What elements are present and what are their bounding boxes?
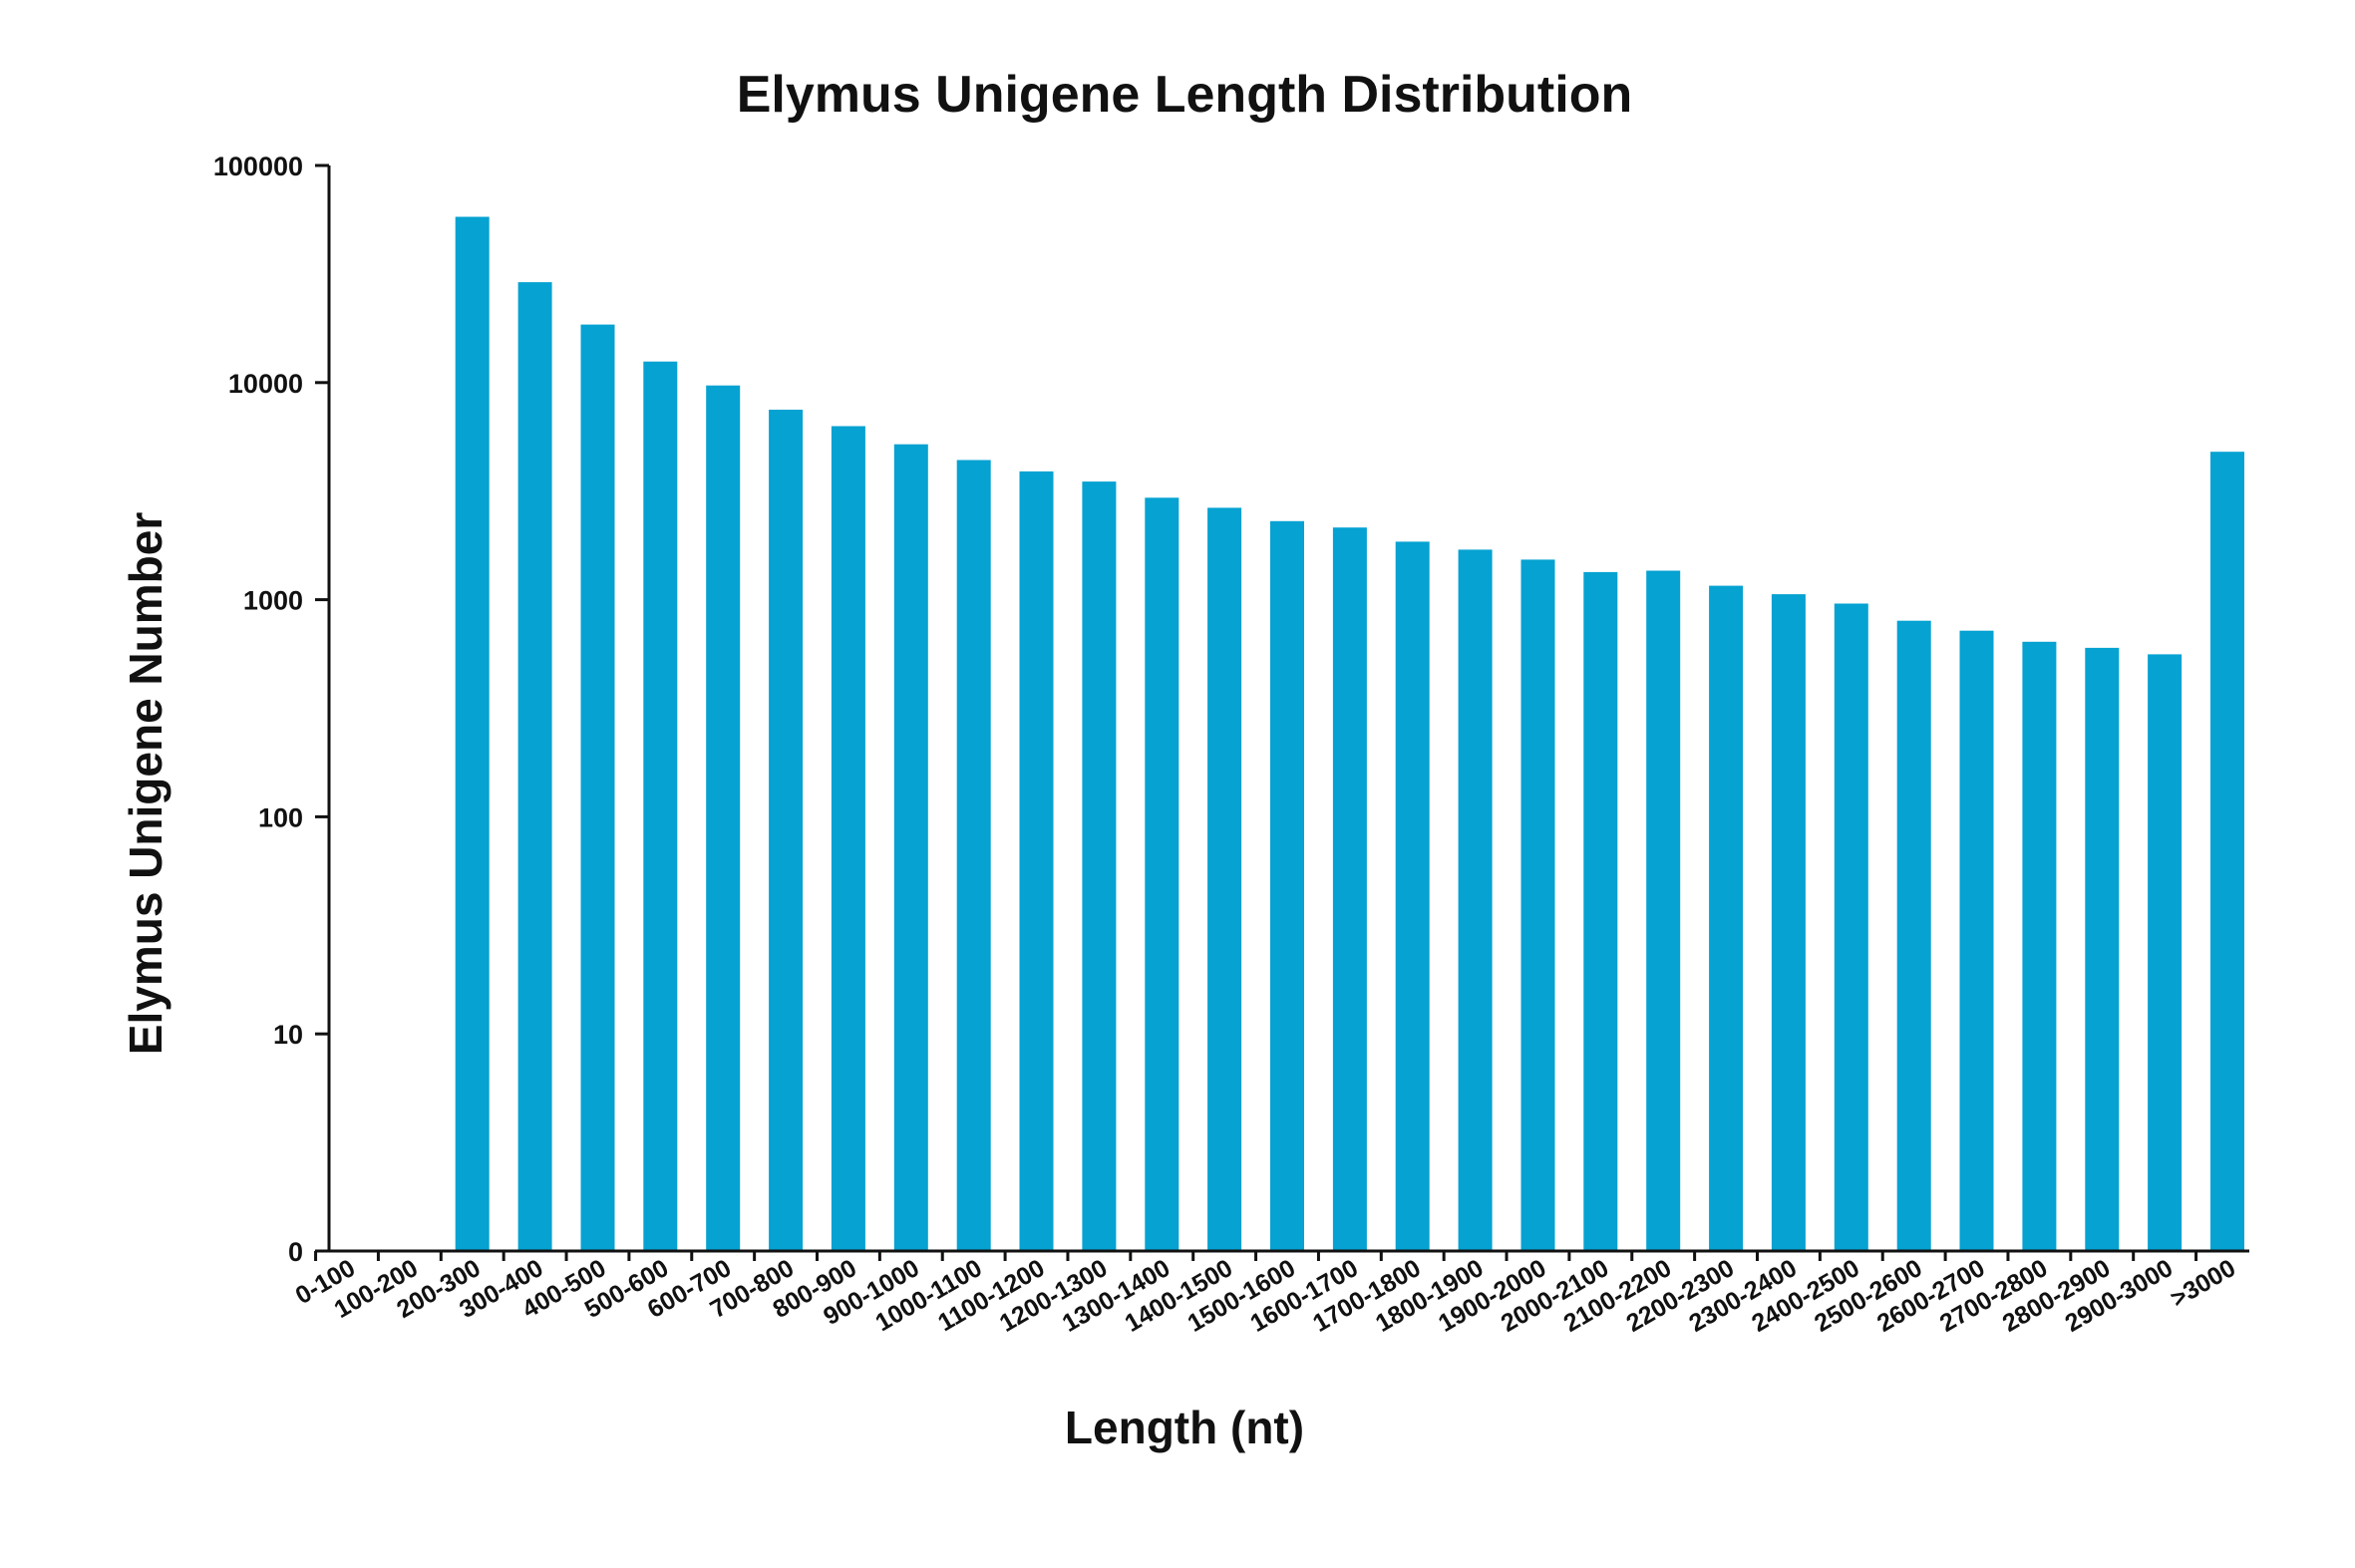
bar-2600-2700 [1959, 630, 1994, 1251]
y-tick-label: 1000 [243, 586, 303, 616]
bar-1200-1300 [1082, 481, 1117, 1252]
bar-1100-1200 [1019, 470, 1054, 1251]
bar-2100-2200 [1646, 570, 1681, 1251]
x-axis-title: Length (nt) [1065, 1402, 1304, 1453]
bar-600-700 [706, 385, 741, 1251]
bar-2400-2500 [1834, 603, 1868, 1251]
bar-2500-2600 [1896, 620, 1931, 1251]
y-axis-title: Elymus Unigene Number [120, 512, 171, 1056]
bar-2700-2800 [2022, 641, 2057, 1251]
bar-1300-1400 [1145, 497, 1179, 1251]
bar-400-500 [580, 324, 615, 1252]
bar-300-400 [517, 282, 552, 1252]
bar-800-900 [831, 426, 865, 1251]
bar-500-600 [643, 361, 678, 1251]
bar-700-800 [769, 410, 804, 1251]
bar-1600-1700 [1332, 527, 1367, 1251]
bar-2200-2300 [1709, 585, 1744, 1251]
bar-900-1000 [893, 444, 928, 1251]
bar-2000-2100 [1583, 571, 1618, 1251]
bars [455, 216, 2244, 1252]
bar-1700-1800 [1395, 541, 1430, 1251]
bar-1900-2000 [1520, 559, 1555, 1251]
x-tick-label: >3000 [2166, 1254, 2240, 1313]
bar-1400-1500 [1207, 507, 1242, 1251]
bar-1000-1100 [956, 460, 991, 1251]
bar-1800-1900 [1458, 549, 1493, 1251]
bar->3000 [2210, 452, 2244, 1251]
bar-1500-1600 [1270, 520, 1304, 1251]
y-tick-label: 10000 [228, 369, 303, 399]
bar-200-300 [455, 216, 490, 1251]
y-tick-label: 100 [258, 802, 303, 832]
y-tick-label: 10 [273, 1020, 303, 1050]
bar-2300-2400 [1771, 594, 1806, 1251]
bar-2900-3000 [2148, 654, 2183, 1251]
y-tick-label: 0 [288, 1237, 303, 1267]
x-axis-ticks: 0-100100-200200-300300-400400-500500-600… [291, 1251, 2240, 1338]
chart-title: Elymus Unigene Length Distribution [737, 66, 1632, 124]
bar-2800-2900 [2085, 647, 2120, 1251]
y-axis-ticks: 0 10 100 1000 10000 100000 [213, 152, 329, 1267]
y-tick-label: 100000 [213, 152, 303, 181]
